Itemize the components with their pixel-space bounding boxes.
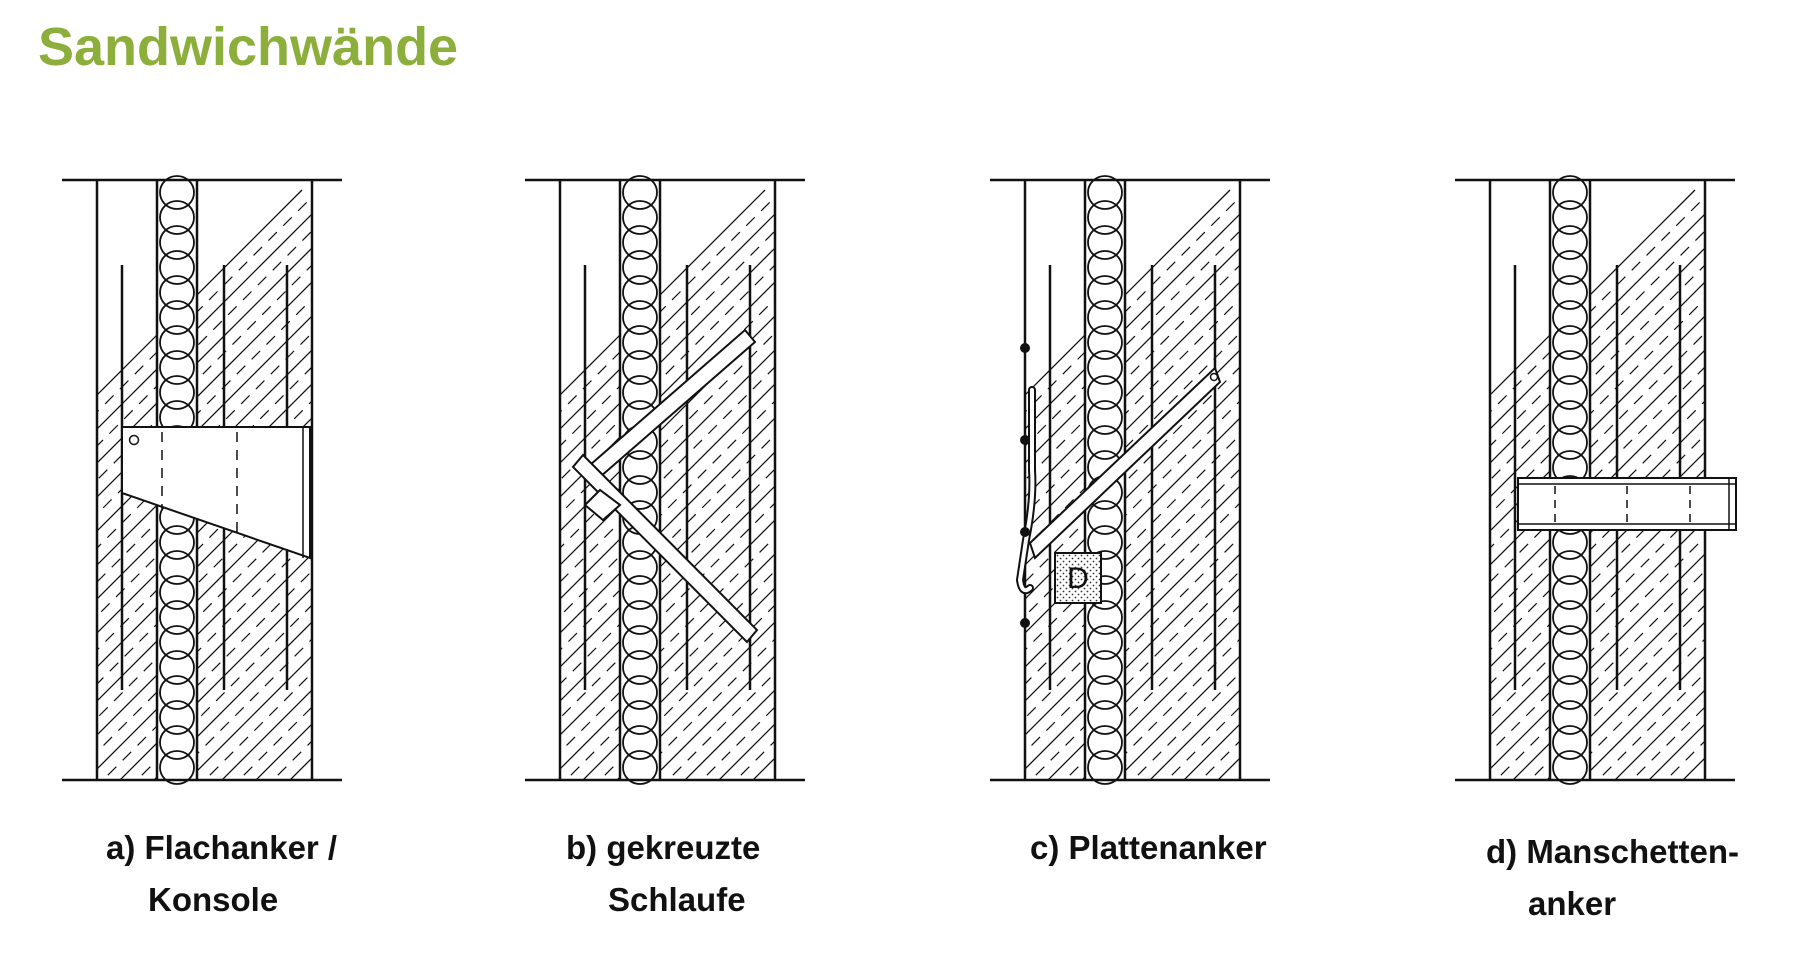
crossed-loop-anchor <box>571 328 759 644</box>
plate-anchor <box>1015 343 1222 628</box>
caption-a-line2: Konsole <box>148 881 279 918</box>
caption-a-line1: a) Flachanker / <box>106 829 338 866</box>
caption-c-line1: c) Plattenanker <box>1030 829 1267 866</box>
caption-b: b) gekreuzte Schlaufe <box>566 822 760 926</box>
wall-outline <box>990 178 1270 782</box>
sleeve-anchor <box>1517 477 1737 531</box>
concrete-hatching <box>1025 189 1240 780</box>
wall-section-c <box>990 175 1270 785</box>
caption-c: c) Plattenanker <box>1030 822 1267 874</box>
flat-anchor-console <box>121 426 311 560</box>
insulation-coils <box>1552 175 1588 785</box>
reinforcement-bars <box>1048 265 1217 690</box>
panel-d-sleeve-anchor-drawing <box>1455 175 1737 785</box>
page-title: Sandwichwände <box>38 17 459 77</box>
insulation-coils <box>622 175 658 785</box>
wall-outline <box>525 178 805 782</box>
panel-b-crossed-loop-drawing <box>525 175 805 785</box>
insulation-block-label: D <box>1067 562 1089 595</box>
caption-b-line1: b) gekreuzte <box>566 829 761 866</box>
caption-b-line2: Schlaufe <box>608 881 746 918</box>
reinforcement-bars <box>583 265 752 690</box>
caption-d-line1: d) Manschetten- <box>1486 833 1740 870</box>
panel-c-plate-anchor-drawing: D <box>990 175 1270 785</box>
caption-d: d) Manschetten- anker <box>1486 826 1739 930</box>
insulation-block-d: D <box>1054 552 1102 604</box>
caption-a: a) Flachanker / Konsole <box>106 822 337 926</box>
caption-d-line2: anker <box>1528 885 1617 922</box>
panel-a-flat-anchor-drawing <box>62 175 342 785</box>
